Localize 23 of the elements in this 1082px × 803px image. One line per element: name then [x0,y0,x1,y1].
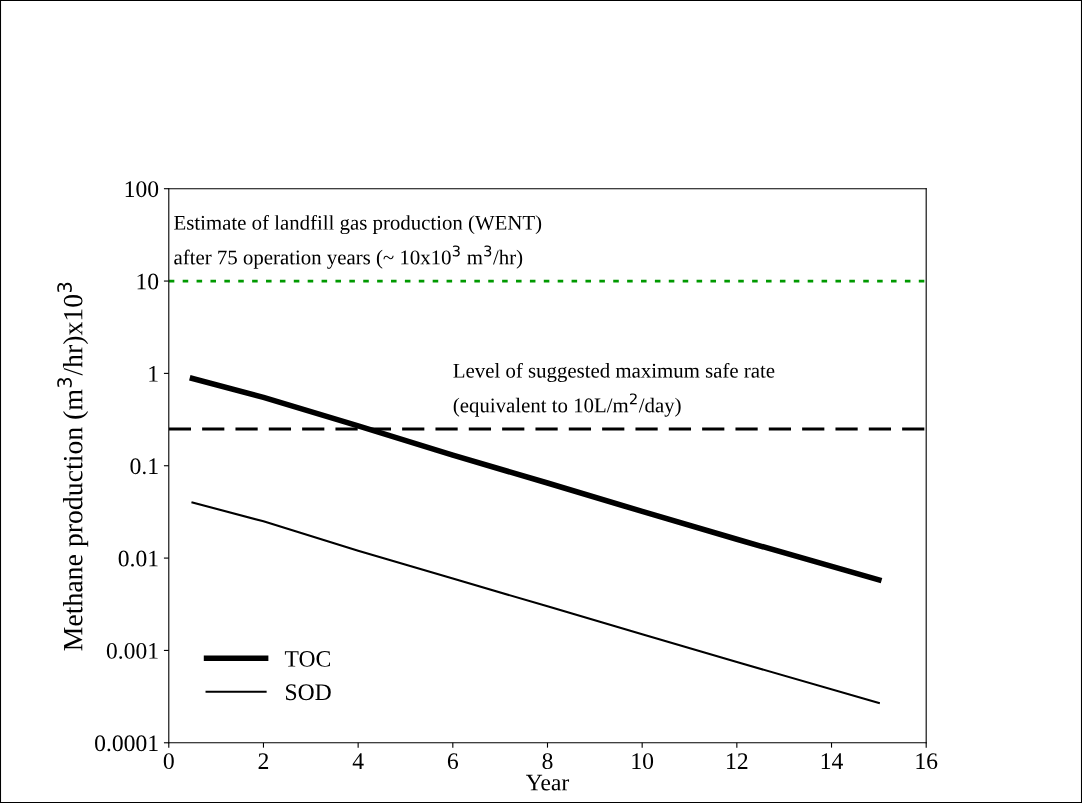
y-tick-label: 1 [149,366,158,382]
ref-line-label: Estimate of landfill gas production (WENT) after 75 operation years (~ 10x10$^{3}$ m$^{3}$/hr) [174,214,542,269]
x-tick-label: 10 [632,753,654,770]
x-tick-label: 4 [352,753,364,769]
x-tick-label: 14 [821,753,843,769]
x-tick-label: 16 [916,753,938,770]
y-tick-label: 0.001 [106,642,158,659]
x-axis-title: Year [526,774,570,791]
x-tick-label: 6 [447,753,459,770]
x-tick-label: 2 [258,753,269,769]
x-tick-label: 0 [163,753,174,770]
y-axis-title: Methane production (m$^{3}$/hr)x10$^{3}$ [57,282,89,651]
legend-label: TOC [284,650,330,667]
y-tick-label: 10 [137,273,159,290]
legend-label: SOD [286,684,331,701]
x-tick-label: 8 [542,753,553,770]
ref-line-label: Level of suggested maximum safe rate (equivalent to 10L/m$^{2}$/day) [453,362,775,417]
x-tick-label: 12 [727,753,748,769]
y-tick-label: 0.01 [118,550,158,567]
y-tick-label: 0.0001 [95,735,158,752]
y-tick-label: 0.1 [130,458,158,475]
line-series [191,501,880,704]
y-tick-label: 100 [125,181,159,198]
